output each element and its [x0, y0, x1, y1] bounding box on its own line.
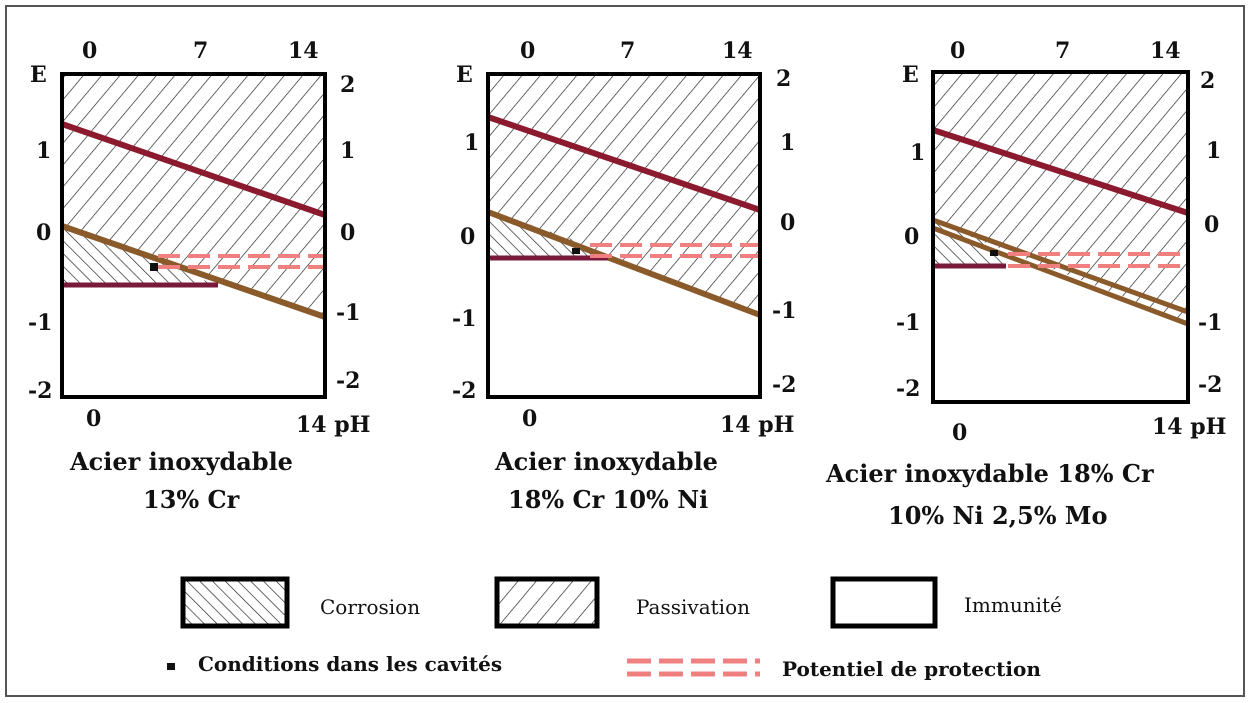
legend: Corrosion Passivation Immunité Condition… — [167, 576, 1062, 681]
ph-bottom-tick: 0 — [522, 406, 537, 432]
e-right-tick: -1 — [1198, 310, 1222, 336]
ph-bottom-tick: 0 — [86, 406, 101, 432]
lower-equilibrium-line — [932, 225, 1189, 327]
diagram-caption: 13% Cr — [143, 485, 240, 514]
cavity-condition-marker — [990, 250, 998, 256]
ph-top-tick: 7 — [620, 38, 635, 64]
e-left-tick: -2 — [452, 378, 476, 404]
cavity-condition-marker — [150, 263, 158, 271]
e-right-tick: 0 — [1204, 212, 1219, 238]
ph-top-tick: 0 — [82, 38, 97, 64]
lower-equilibrium-line — [486, 209, 762, 318]
e-right-tick: 0 — [340, 220, 355, 246]
e-right-tick: 0 — [780, 210, 795, 236]
e-left-tick: -2 — [896, 376, 920, 402]
lower-equilibrium-line — [61, 223, 326, 320]
legend-corrosion-swatch — [180, 576, 290, 629]
diagram-3: E 0 7 14 1 0 -1 -2 2 1 0 -1 -2 0 14 pH A… — [825, 38, 1226, 530]
passivation-region — [488, 74, 760, 210]
e-right-tick: 2 — [1200, 68, 1215, 94]
ph-top-tick: 7 — [1055, 38, 1070, 64]
legend-immunite-label: Immunité — [964, 593, 1062, 617]
passivation-region — [62, 74, 325, 218]
e-right-tick: -2 — [336, 368, 360, 394]
diagram-1: E 0 7 14 1 0 -1 -2 2 1 0 -1 -2 0 14 pH A… — [28, 38, 370, 514]
e-left-tick: -1 — [452, 306, 476, 332]
e-left-tick: 1 — [910, 140, 925, 166]
legend-passivation-swatch — [494, 576, 600, 629]
ph-top-tick: 0 — [950, 38, 965, 64]
e-right-tick: 1 — [780, 130, 795, 156]
ph-top-tick: 0 — [520, 38, 535, 64]
e-left-tick: -1 — [896, 310, 920, 336]
ph-bottom-tick: 0 — [952, 420, 967, 446]
upper-equilibrium-line — [932, 127, 1189, 216]
ph-bottom-tick: 14 pH — [720, 412, 794, 438]
e-left-tick: 0 — [36, 220, 51, 246]
diagram-caption: 18% Cr 10% Ni — [508, 485, 708, 514]
outer-frame — [5, 5, 1245, 697]
upper-equilibrium-line — [61, 121, 326, 218]
legend-immunite-swatch — [830, 576, 938, 629]
ph-top-tick: 14 — [722, 38, 753, 64]
e-right-tick: 2 — [776, 66, 791, 92]
e-left-tick: 1 — [36, 138, 51, 164]
ph-bottom-tick: 14 pH — [1152, 414, 1226, 440]
e-left-tick: -2 — [28, 378, 52, 404]
legend-cavity-marker — [167, 663, 175, 670]
legend-passivation-label: Passivation — [636, 595, 750, 619]
diagram-caption: Acier inoxydable — [69, 447, 293, 476]
plot-frame — [60, 72, 327, 399]
e-left-tick: 1 — [464, 130, 479, 156]
diagram-caption: Acier inoxydable 18% Cr — [825, 459, 1154, 488]
legend-protection-label: Potentiel de protection — [782, 657, 1041, 681]
diagram-caption: Acier inoxydable — [494, 447, 718, 476]
e-left-tick: 0 — [460, 224, 475, 250]
e-axis-label: E — [902, 62, 919, 88]
e-right-tick: -1 — [336, 300, 360, 326]
lower-equilibrium-line — [932, 217, 1189, 315]
e-right-tick: 1 — [1206, 138, 1221, 164]
ph-bottom-tick: 14 pH — [296, 412, 370, 438]
ph-top-tick: 7 — [193, 38, 208, 64]
e-right-tick: 1 — [340, 138, 355, 164]
e-left-tick: -1 — [28, 310, 52, 336]
diagram-caption: 10% Ni 2,5% Mo — [888, 501, 1107, 530]
e-axis-label: E — [30, 62, 47, 88]
e-right-tick: 2 — [340, 72, 355, 98]
ph-top-tick: 14 — [288, 38, 319, 64]
plot-frame — [931, 70, 1190, 404]
passivation-region — [488, 118, 760, 315]
e-right-tick: -2 — [1198, 372, 1222, 398]
passivation-region — [933, 72, 1188, 215]
e-left-tick: 0 — [904, 224, 919, 250]
plot-frame — [486, 72, 762, 399]
e-right-tick: -1 — [772, 298, 796, 324]
cavity-condition-marker — [572, 248, 580, 254]
legend-cavites-label: Conditions dans les cavités — [198, 652, 502, 676]
upper-equilibrium-line — [487, 114, 761, 213]
e-axis-label: E — [456, 62, 473, 88]
e-right-tick: -2 — [772, 372, 796, 398]
passivation-region — [933, 130, 1188, 322]
ph-top-tick: 14 — [1150, 38, 1181, 64]
diagram-2: E 0 7 14 1 0 -1 -2 2 1 0 -1 -2 0 14 pH A… — [452, 38, 796, 514]
legend-corrosion-label: Corrosion — [320, 595, 420, 619]
